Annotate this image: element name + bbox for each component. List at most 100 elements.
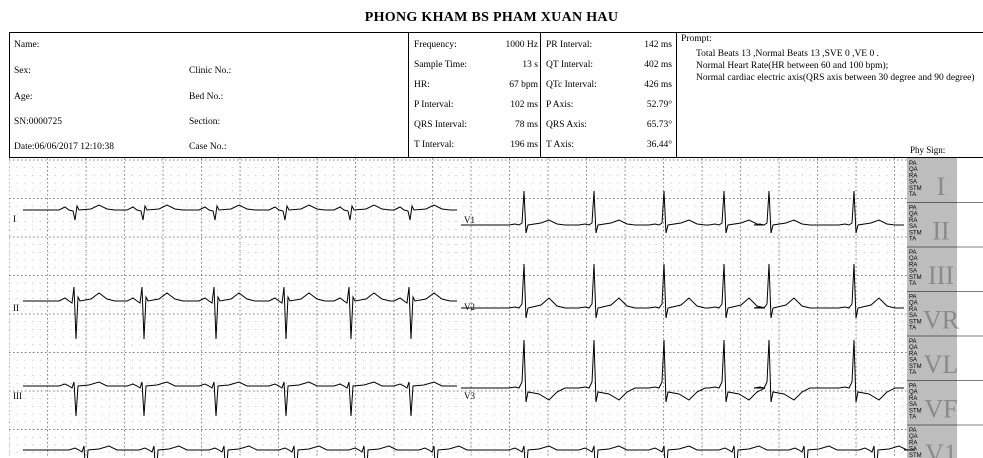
- phy-sign-label: Phy Sign:: [910, 145, 946, 155]
- param-label: QRS Axis:: [546, 120, 587, 130]
- param-value: 102 ms: [510, 100, 538, 110]
- phy-sign-small: STM: [909, 230, 922, 236]
- ecg-trace-V2: [461, 263, 904, 319]
- param-value: 36.44°: [646, 140, 672, 150]
- ecg-trace-I: [23, 204, 457, 221]
- phy-sign-small: PA: [909, 250, 917, 256]
- phy-sign-panel: [907, 158, 957, 458]
- param-value: 402 ms: [644, 60, 672, 70]
- phy-sign-small: STM: [909, 453, 922, 458]
- name-label: Name:: [14, 40, 40, 50]
- phy-sign-small: SA: [909, 224, 917, 230]
- param-label: QTc Interval:: [546, 80, 597, 90]
- param-label: QRS Interval:: [414, 120, 468, 130]
- prompt-label: Prompt:: [681, 34, 712, 44]
- phy-sign-small: PA: [909, 206, 917, 212]
- phy-sign-lead: VF: [924, 395, 957, 424]
- phy-sign-lead: II: [932, 217, 949, 246]
- param-label: P Axis:: [546, 100, 574, 110]
- report-title: PHONG KHAM BS PHAM XUAN HAU: [364, 10, 619, 25]
- serial-number: SN:0000725: [14, 117, 63, 127]
- prompt-line: Normal Heart Rate(HR between 60 and 100 …: [696, 61, 889, 71]
- param-value: 52.79°: [646, 100, 672, 110]
- phy-sign-small: PA: [909, 161, 917, 167]
- phy-sign-small: RA: [909, 351, 917, 357]
- record-date: Date:06/06/2017 12:10:38: [14, 142, 115, 152]
- lead-label: V2: [464, 302, 475, 312]
- section-label: Section:: [189, 117, 221, 127]
- param-value: 196 ms: [510, 140, 538, 150]
- param-label: Frequency:: [414, 40, 457, 50]
- phy-sign-small: RA: [909, 396, 917, 402]
- param-value: 65.73°: [646, 120, 672, 130]
- phy-sign-small: TA: [909, 370, 916, 376]
- divider: [676, 33, 677, 157]
- phy-sign-small: STM: [909, 319, 922, 325]
- phy-sign-small: SA: [909, 402, 917, 408]
- phy-sign-small: RA: [909, 218, 917, 224]
- phy-sign-small: PA: [909, 384, 917, 390]
- param-label: T Axis:: [546, 140, 575, 150]
- phy-sign-lead: VL: [924, 350, 959, 379]
- phy-sign-small: STM: [909, 408, 922, 414]
- phy-sign-small: SA: [909, 358, 917, 364]
- phy-sign-small: PA: [909, 339, 917, 345]
- phy-sign-small: RA: [909, 262, 917, 268]
- param-value: 142 ms: [644, 40, 672, 50]
- phy-sign-small: QA: [909, 434, 918, 440]
- info-panel: Name: Sex: Age: SN:0000725 Date:06/06/20…: [9, 32, 983, 158]
- clinic-label: Clinic No.:: [189, 66, 232, 76]
- ecg-trace-II: [23, 286, 457, 340]
- case-label: Case No.:: [189, 142, 227, 152]
- phy-sign-small: QA: [909, 345, 918, 351]
- lead-label: II: [13, 303, 19, 313]
- phy-sign-lead: III: [928, 261, 954, 290]
- phy-sign-small: RA: [909, 307, 917, 313]
- param-label: PR Interval:: [546, 40, 593, 50]
- phy-sign-small: TA: [909, 237, 916, 243]
- phy-sign-small: TA: [909, 281, 916, 287]
- phy-sign-small: STM: [909, 186, 922, 192]
- param-label: HR:: [414, 80, 430, 90]
- param-label: Sample Time:: [414, 60, 468, 70]
- param-value: 426 ms: [644, 80, 672, 90]
- sex-label: Sex:: [14, 66, 31, 76]
- phy-sign-lead: I: [937, 172, 946, 201]
- phy-sign-small: RA: [909, 173, 917, 179]
- phy-sign-small: QA: [909, 256, 918, 262]
- phy-sign-small: SA: [909, 269, 917, 275]
- phy-sign-small: STM: [909, 275, 922, 281]
- prompt-line: Normal cardiac electric axis(QRS axis be…: [696, 73, 975, 83]
- lead-label: III: [13, 391, 22, 401]
- param-label: T Interval:: [414, 140, 455, 150]
- param-value: 13 s: [522, 60, 538, 70]
- phy-sign-small: STM: [909, 364, 922, 370]
- lead-label: I: [13, 214, 16, 224]
- param-label: QT Interval:: [546, 60, 594, 70]
- param-value: 78 ms: [515, 120, 538, 130]
- ecg-trace-V3: [461, 339, 904, 403]
- ecg-trace-III: [23, 445, 915, 458]
- phy-sign-small: QA: [909, 212, 918, 218]
- divider: [408, 33, 409, 157]
- phy-sign-small: RA: [909, 440, 917, 446]
- phy-sign-small: SA: [909, 180, 917, 186]
- phy-sign-small: PA: [909, 295, 917, 301]
- phy-sign-small: QA: [909, 390, 918, 396]
- phy-sign-small: TA: [909, 326, 916, 332]
- bed-label: Bed No.:: [189, 92, 224, 102]
- phy-sign-small: QA: [909, 167, 918, 173]
- age-label: Age:: [14, 92, 33, 102]
- param-value: 67 bpm: [509, 80, 538, 90]
- phy-sign-small: QA: [909, 301, 918, 307]
- phy-sign-small: TA: [909, 415, 916, 421]
- lead-label: V1: [464, 215, 475, 225]
- param-value: 1000 Hz: [505, 40, 538, 50]
- phy-sign-lead: VR: [923, 306, 960, 335]
- lead-label: V3: [464, 391, 475, 401]
- divider: [540, 33, 541, 157]
- ecg-trace-V1: [461, 190, 904, 234]
- phy-sign-small: TA: [909, 192, 916, 198]
- phy-sign-small: PA: [909, 428, 917, 434]
